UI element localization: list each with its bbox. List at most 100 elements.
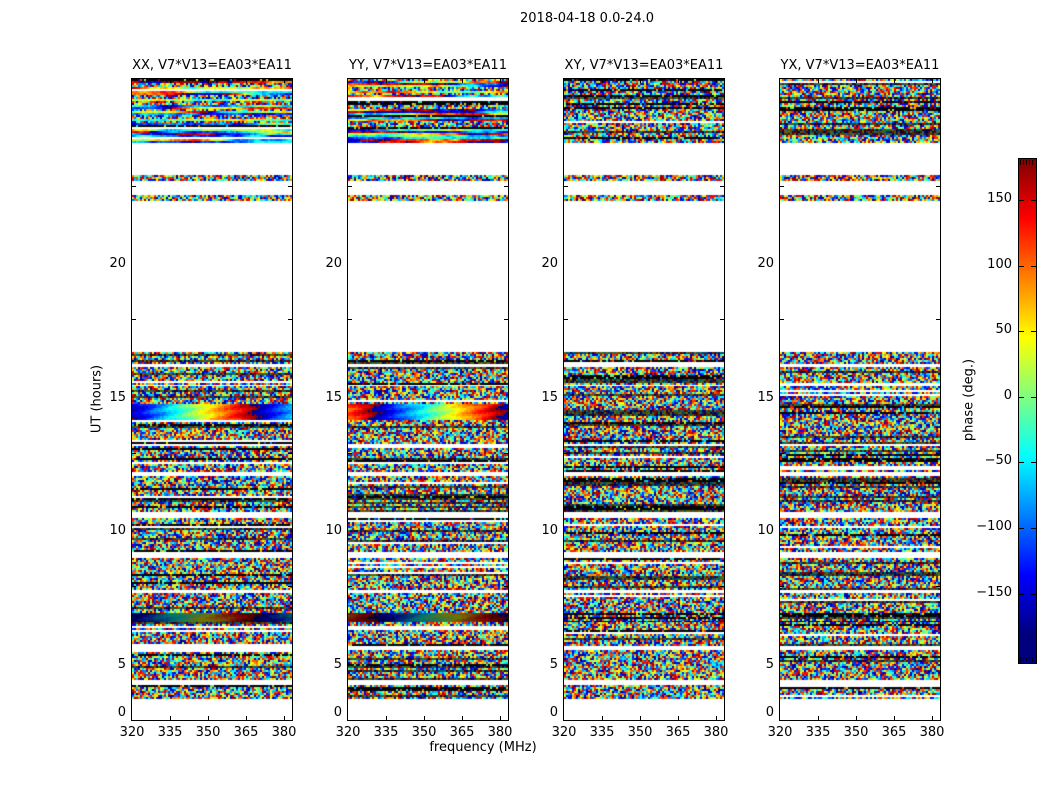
colorbar-title: phase (deg.): [961, 358, 977, 442]
x-axis-tick-label: 335: [589, 725, 615, 740]
axis-tick: [564, 453, 568, 454]
axis-tick: [132, 186, 136, 187]
x-axis-tick-label: 380: [487, 725, 513, 740]
colorbar-tick: [1031, 266, 1036, 267]
axis-tick: [348, 186, 352, 187]
colorbar-tick: [1019, 266, 1024, 267]
colorbar-tick-label: 100: [987, 257, 1012, 272]
axis-tick: [504, 453, 508, 454]
axis-tick: [856, 716, 857, 720]
axis-tick: [678, 79, 679, 83]
y-axis-tick-label: 15: [325, 390, 342, 405]
axis-tick: [424, 716, 425, 720]
colorbar-tick: [1019, 528, 1024, 529]
axis-tick: [288, 586, 292, 587]
axis-tick: [936, 586, 940, 587]
axis-tick: [170, 79, 171, 83]
x-axis-tick-label: 350: [195, 725, 221, 740]
axis-tick: [932, 79, 933, 83]
colorbar-tick: [1031, 331, 1036, 332]
y-axis-tick-label: 0: [549, 705, 558, 720]
colorbar-tick-label: 150: [987, 191, 1012, 206]
colorbar-tick-label: 0: [1003, 388, 1012, 403]
axis-tick: [640, 716, 641, 720]
x-axis-tick-label: 320: [551, 725, 577, 740]
axis-tick: [818, 79, 819, 83]
colorbar-tick: [1031, 528, 1036, 529]
axis-tick: [932, 716, 933, 720]
x-axis-tick-label: 320: [119, 725, 145, 740]
x-axis-tick-label: 350: [411, 725, 437, 740]
heatmap-panel-yy: YY, V7*V13=EA03*EA11 20 15 10 5 0 320 33…: [325, 58, 512, 740]
heatmap-canvas: [564, 79, 724, 720]
y-axis-tick-label: 20: [325, 256, 342, 271]
y-axis-tick-label: 5: [117, 657, 126, 672]
axis-tick: [504, 586, 508, 587]
colorbar-tick-label: −150: [976, 585, 1012, 600]
axis-tick: [602, 716, 603, 720]
y-axis-tick-label: 10: [109, 523, 126, 538]
heatmap-panel-xy: XY, V7*V13=EA03*EA11 20 15 10 5 0 320 33…: [541, 58, 728, 740]
heatmap-panel-xx: XX, V7*V13=EA03*EA11 20 15 10 5 0 320 33…: [109, 58, 296, 740]
y-axis-tick-label: 15: [757, 390, 774, 405]
colorbar-top-hatch: [1020, 160, 1035, 165]
axis-tick: [780, 453, 784, 454]
axis-tick: [720, 586, 724, 587]
axis-tick: [818, 716, 819, 720]
y-axis-tick-label: 0: [333, 705, 342, 720]
axis-tick: [500, 79, 501, 83]
axis-tick: [462, 716, 463, 720]
axis-tick: [504, 186, 508, 187]
axis-tick: [716, 79, 717, 83]
axis-tick: [720, 319, 724, 320]
colorbar-bottom-hatch: [1020, 657, 1035, 662]
colorbar-tick: [1031, 397, 1036, 398]
x-axis-tick-label: 365: [449, 725, 475, 740]
heatmap-canvas: [132, 79, 292, 720]
y-axis-tick-label: 15: [109, 390, 126, 405]
y-axis-title: UT (hours): [89, 364, 105, 434]
y-axis-tick-label: 10: [757, 523, 774, 538]
x-axis-tick-label: 380: [271, 725, 297, 740]
colorbar-tick-label: −100: [976, 519, 1012, 534]
axis-tick: [208, 79, 209, 83]
axis-tick: [780, 586, 784, 587]
colorbar-tick: [1019, 594, 1024, 595]
axis-tick: [720, 453, 724, 454]
axis-tick: [348, 453, 352, 454]
x-axis-tick-label: 380: [919, 725, 945, 740]
y-axis-tick-label: 0: [765, 705, 774, 720]
axis-tick: [936, 186, 940, 187]
axis-tick: [564, 586, 568, 587]
axis-tick: [348, 586, 352, 587]
axis-tick: [348, 319, 352, 320]
colorbar-tick: [1031, 594, 1036, 595]
colorbar-tick-label: 50: [995, 322, 1012, 337]
colorbar: [1018, 158, 1037, 664]
axis-tick: [132, 586, 136, 587]
axis-tick: [936, 453, 940, 454]
axis-tick: [894, 716, 895, 720]
y-axis-tick-label: 10: [541, 523, 558, 538]
y-axis-tick-label: 20: [757, 256, 774, 271]
x-axis-tick-label: 350: [627, 725, 653, 740]
axis-tick: [386, 79, 387, 83]
x-axis-tick-label: 335: [373, 725, 399, 740]
axis-tick: [678, 716, 679, 720]
axis-tick: [564, 319, 568, 320]
axis-tick: [720, 186, 724, 187]
axis-tick: [284, 716, 285, 720]
heatmap-canvas: [348, 79, 508, 720]
axis-tick: [936, 319, 940, 320]
axis-tick: [856, 79, 857, 83]
axis-tick: [246, 79, 247, 83]
x-axis-tick-label: 320: [767, 725, 793, 740]
x-axis-tick-label: 320: [335, 725, 361, 740]
x-axis-tick-label: 350: [843, 725, 869, 740]
x-axis-title: frequency (MHz): [429, 740, 537, 755]
x-axis-tick-label: 335: [157, 725, 183, 740]
colorbar-tick: [1019, 397, 1024, 398]
panel-title: YY, V7*V13=EA03*EA11: [349, 58, 507, 73]
y-axis-tick-label: 5: [765, 657, 774, 672]
